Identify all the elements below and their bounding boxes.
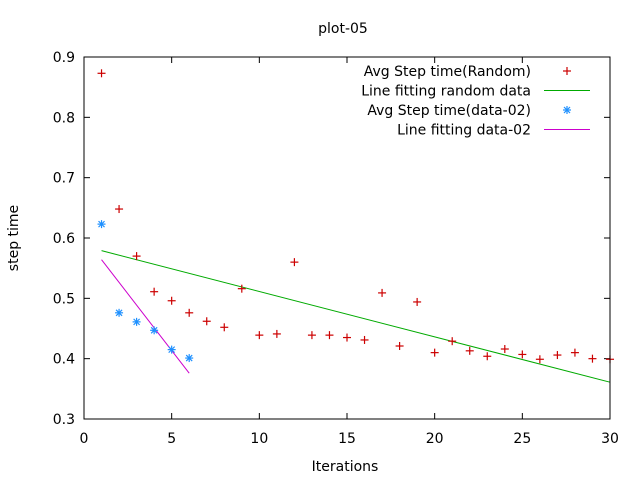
x-tick-label: 25 (513, 431, 531, 447)
legend-swatch-marker (563, 106, 571, 114)
data-point-0 (465, 346, 474, 355)
fit-line-3 (101, 259, 190, 374)
data-point-0 (518, 350, 527, 359)
data-point-0 (220, 323, 229, 332)
data-point-2 (132, 317, 141, 326)
data-point-0 (97, 69, 106, 78)
data-point-0 (290, 258, 299, 267)
y-tick-label: 0.8 (53, 110, 75, 126)
y-tick-label: 0.7 (53, 171, 75, 187)
data-point-0 (413, 297, 422, 306)
legend-swatch-marker (563, 67, 571, 75)
data-point-0 (570, 348, 579, 357)
data-point-0 (150, 287, 159, 296)
data-point-2 (167, 345, 176, 354)
x-tick-label: 0 (80, 431, 89, 447)
data-point-2-stroke (115, 309, 123, 317)
x-tick-label: 15 (338, 431, 356, 447)
legend-label: Avg Step time(Random) (364, 64, 531, 80)
y-tick-label: 0.6 (53, 231, 75, 247)
data-point-2-stroke (150, 326, 158, 334)
data-point-0 (115, 205, 124, 214)
data-point-0 (535, 355, 544, 364)
y-tick-label: 0.4 (53, 352, 75, 368)
legend: Avg Step time(Random) Line fitting random… (361, 64, 590, 139)
x-tick-label: 5 (167, 431, 176, 447)
data-point-0 (360, 335, 369, 344)
legend-label: Line fitting data-02 (397, 123, 531, 139)
data-point-0 (185, 308, 194, 317)
data-point-0 (500, 345, 509, 354)
data-point-0 (430, 348, 439, 357)
data-point-0 (553, 351, 562, 360)
data-point-0 (132, 252, 141, 261)
x-axis-title: Iterations (312, 459, 379, 475)
y-tick-label: 0.5 (53, 291, 75, 307)
data-point-0 (167, 296, 176, 305)
x-tick-label: 10 (250, 431, 268, 447)
data-point-2 (150, 326, 159, 335)
plot-frame (83, 56, 611, 420)
y-axis-title: step time (6, 205, 22, 271)
plot-points (97, 69, 614, 364)
legend-label: Avg Step time(data-02) (367, 103, 531, 119)
data-point-0 (325, 331, 334, 340)
data-point-0 (202, 317, 211, 326)
data-point-0 (272, 329, 281, 338)
fit-line-1 (101, 250, 611, 383)
data-point-2 (185, 354, 194, 363)
data-point-2-stroke (185, 354, 193, 362)
legend-label: Line fitting random data (361, 84, 531, 100)
chart-title: plot-05 (318, 21, 368, 37)
axis-ticks: 0 5 10 15 20 25 30 0.3 0.4 0.5 0.6 0.7 0.8 0.9 (53, 50, 619, 447)
data-point-2-stroke (168, 346, 176, 354)
x-tick-label: 20 (426, 431, 444, 447)
data-point-2 (97, 220, 106, 229)
data-point-0 (588, 354, 597, 363)
data-point-0 (448, 337, 457, 346)
x-tick-label: 30 (601, 431, 619, 447)
legend-swatch-marker-stroke (563, 106, 571, 114)
data-point-0 (483, 352, 492, 361)
y-tick-label: 0.3 (53, 412, 75, 428)
data-point-0 (395, 341, 404, 350)
plot-lines (101, 250, 611, 383)
y-tick-label: 0.9 (53, 50, 75, 66)
data-point-0 (255, 331, 264, 340)
data-point-2-stroke (133, 318, 141, 326)
data-point-0 (237, 284, 246, 293)
data-point-2 (115, 308, 124, 317)
data-point-0 (343, 333, 351, 342)
data-point-2-stroke (98, 220, 105, 228)
data-point-0 (307, 331, 316, 340)
data-point-0 (378, 288, 387, 297)
